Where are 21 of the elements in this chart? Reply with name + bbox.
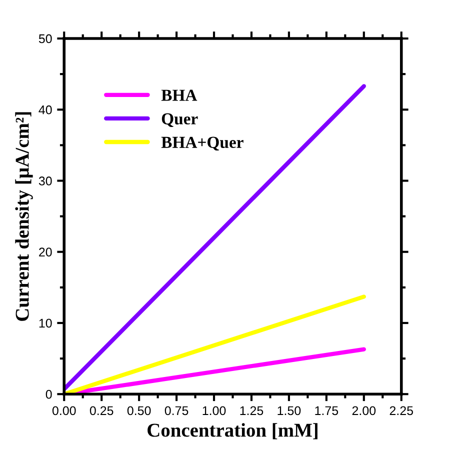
- y-tick-label: 50: [38, 34, 52, 44]
- x-tick-label: 1.50: [278, 406, 301, 416]
- x-tick-label: 0.00: [52, 406, 76, 416]
- x-tick-label: 0.50: [127, 406, 151, 416]
- x-tick-label: 1.00: [202, 406, 226, 416]
- x-tick-label: 0.25: [90, 406, 114, 416]
- legend-label: Quer: [162, 113, 198, 127]
- y-tick-label: 10: [39, 318, 52, 328]
- x-tick-label: 1.75: [315, 406, 338, 416]
- y-axis-title: Current density [µA/cm²]: [15, 112, 33, 321]
- x-tick-label: 2.25: [390, 406, 414, 416]
- x-tick-label: 2.00: [352, 406, 376, 416]
- y-tick-label: 0: [46, 390, 52, 399]
- legend-label: BHA: [161, 90, 198, 101]
- x-tick-label: 0.75: [164, 406, 188, 416]
- x-axis-title: Concentration [mM]: [148, 423, 318, 440]
- legend-label: BHA+Quer: [161, 136, 244, 151]
- y-tick-label: 20: [39, 248, 52, 257]
- x-tick-label: 1.25: [240, 406, 264, 416]
- y-tick-label: 40: [38, 105, 52, 114]
- y-tick-label: 30: [38, 176, 52, 186]
